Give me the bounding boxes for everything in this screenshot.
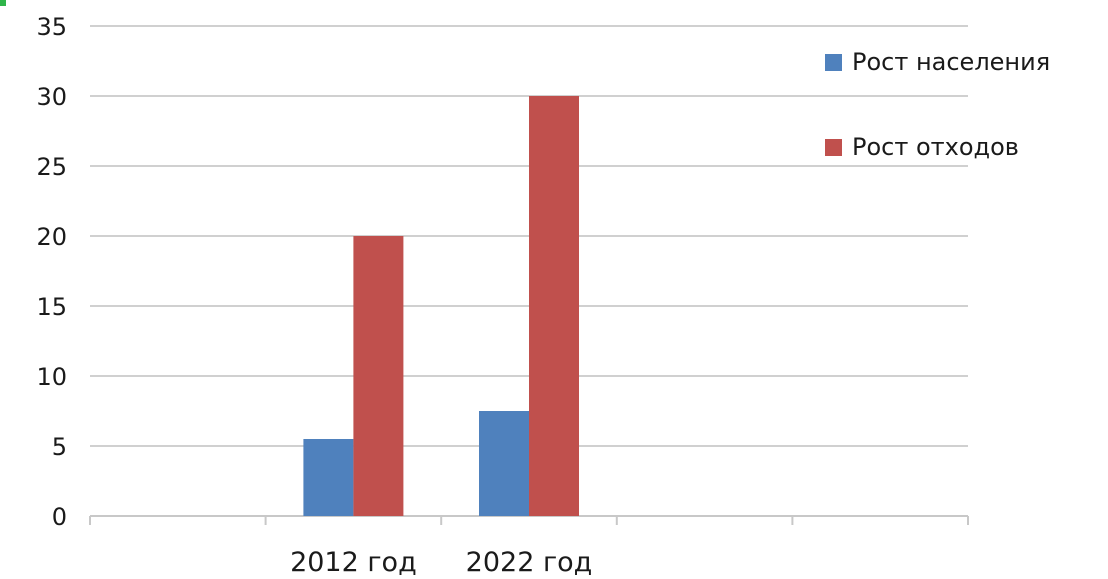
bars (303, 96, 579, 516)
y-tick-label: 25 (36, 153, 67, 181)
legend-swatch (825, 54, 842, 71)
y-tick-label: 5 (52, 433, 67, 461)
corner-mark (0, 0, 6, 6)
legend: Рост населения Рост отходов (825, 48, 1050, 161)
y-tick-label: 10 (36, 363, 67, 391)
legend-swatch (825, 139, 842, 156)
y-tick-label: 35 (36, 13, 67, 41)
x-axis-ticks: 2012 год 2022 год (290, 547, 592, 578)
y-tick-label: 20 (36, 223, 67, 251)
y-tick-label: 0 (52, 503, 67, 531)
x-tick-label: 2012 год (290, 547, 417, 578)
y-tick-label: 30 (36, 83, 67, 111)
bar (479, 411, 529, 516)
x-tick-label: 2022 год (466, 547, 593, 578)
axes (89, 515, 969, 525)
legend-label: Рост отходов (852, 133, 1019, 161)
y-tick-label: 15 (36, 293, 67, 321)
legend-label: Рост населения (852, 48, 1050, 76)
bar (303, 439, 354, 516)
y-axis-ticks: 0 5 10 15 20 25 30 35 (36, 13, 67, 531)
bar (529, 96, 579, 516)
bar (353, 236, 404, 516)
